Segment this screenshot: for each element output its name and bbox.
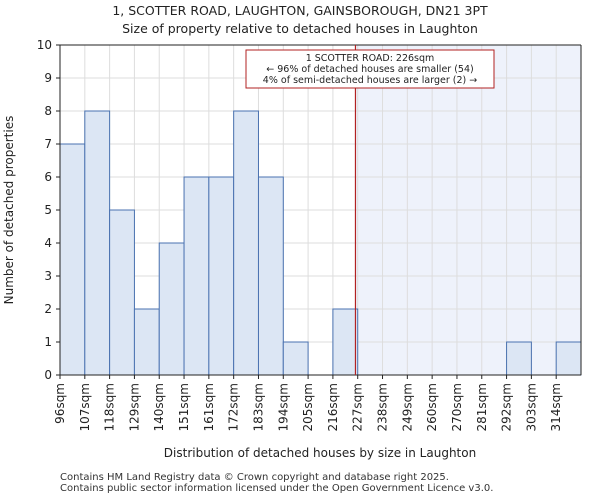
bars-layer [59, 110, 582, 376]
y-tick-label: 1 [44, 335, 52, 349]
y-tick-label: 8 [44, 104, 52, 118]
x-tick-label-292sqm: 292sqm [500, 383, 514, 431]
annotation-line-2: ← 96% of detached houses are smaller (54… [266, 64, 473, 75]
marker-layer: 1 SCOTTER ROAD: 226sqm← 96% of detached … [245, 45, 495, 375]
y-axis-label: Number of detached properties [2, 116, 16, 305]
y-tick-label: 0 [44, 368, 52, 382]
bar-96sqm [59, 143, 86, 376]
bar-107sqm [84, 110, 111, 376]
footer-line-1: Contains HM Land Registry data © Crown c… [60, 472, 449, 483]
x-tick-labels: 96sqm 107sqm 118sqm 129sqm 140sqm 151sqm 161sq… [53, 375, 563, 431]
x-tick-label-270sqm: 270sqm [450, 383, 464, 431]
chart-title: 1, SCOTTER ROAD, LAUGHTON, GAINSBOROUGH,… [112, 3, 488, 18]
bar-161sqm [208, 176, 235, 376]
x-tick-label-151sqm: 151sqm [177, 383, 191, 431]
x-tick-label-249sqm: 249sqm [400, 383, 414, 431]
y-tick-label: 5 [44, 203, 52, 217]
bar-183sqm [257, 176, 284, 376]
x-tick-label-205sqm: 205sqm [301, 383, 315, 431]
y-tick-label: 10 [37, 38, 52, 52]
bar-216sqm [332, 308, 359, 376]
bar-292sqm [506, 341, 532, 376]
x-tick-label-194sqm: 194sqm [276, 383, 290, 431]
x-tick-label-281sqm: 281sqm [475, 383, 489, 431]
bar-118sqm [109, 209, 135, 376]
footer-line-2: Contains public sector information licen… [60, 483, 494, 494]
x-tick-label-118sqm: 118sqm [103, 383, 117, 431]
x-tick-label-314sqm: 314sqm [549, 383, 563, 431]
y-tick-label: 4 [44, 236, 52, 250]
bar-314sqm [555, 341, 582, 376]
footer: Contains HM Land Registry data © Crown c… [60, 472, 493, 494]
chart-subtitle: Size of property relative to detached ho… [122, 21, 478, 36]
y-tick-label: 2 [44, 302, 52, 316]
annotation-line-1: 1 SCOTTER ROAD: 226sqm [306, 53, 435, 64]
y-tick-label: 6 [44, 170, 52, 184]
x-tick-label-216sqm: 216sqm [326, 383, 340, 431]
x-axis-label: Distribution of detached houses by size … [164, 446, 476, 460]
bar-194sqm [282, 341, 309, 376]
x-tick-label-96sqm: 96sqm [53, 383, 67, 424]
x-tick-label-129sqm: 129sqm [127, 383, 141, 431]
x-tick-label-107sqm: 107sqm [78, 383, 92, 431]
x-tick-label-172sqm: 172sqm [227, 383, 241, 431]
y-tick-labels: 0 1 2 3 4 5 6 7 8 9 10 [37, 38, 60, 382]
bar-172sqm [233, 110, 259, 376]
bar-129sqm [133, 308, 160, 376]
x-tick-label-238sqm: 238sqm [376, 383, 390, 431]
x-tick-label-303sqm: 303sqm [524, 383, 538, 431]
y-tick-label: 3 [44, 269, 52, 283]
y-tick-label: 7 [44, 137, 52, 151]
x-tick-label-161sqm: 161sqm [202, 383, 216, 431]
x-tick-label-227sqm: 227sqm [351, 383, 365, 431]
x-tick-label-140sqm: 140sqm [152, 383, 166, 431]
x-tick-label-260sqm: 260sqm [425, 383, 439, 431]
title-block: 1, SCOTTER ROAD, LAUGHTON, GAINSBOROUGH,… [0, 2, 600, 38]
y-tick-label: 9 [44, 71, 52, 85]
bar-chart: 0 1 2 3 4 5 6 7 8 9 10 96sqm 107sqm 118sqm 129sqm 140s… [2, 38, 582, 460]
annotation-box [245, 49, 495, 89]
bar-151sqm [183, 176, 210, 376]
bar-140sqm [158, 242, 185, 376]
x-tick-label-183sqm: 183sqm [251, 383, 265, 431]
annotation-line-3: 4% of semi-detached houses are larger (2… [263, 75, 477, 86]
